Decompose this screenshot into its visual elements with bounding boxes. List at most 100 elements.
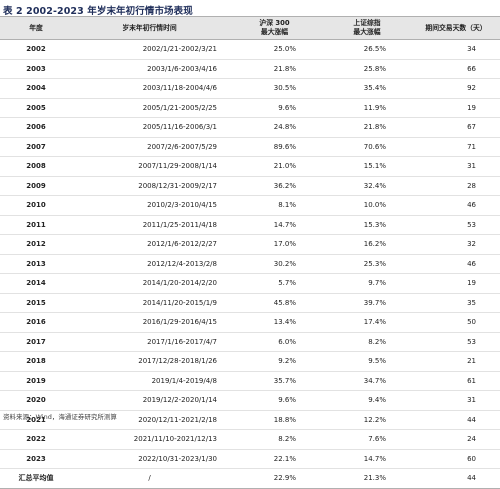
cell-period: 2007/2/6-2007/5/29 [72,137,227,157]
cell-sh-gain: 12.2% [322,410,412,430]
cell-sh-gain: 70.6% [322,137,412,157]
cell-period: 2019/12/2-2020/1/14 [72,390,227,411]
header-days: 期间交易天数（天） [412,16,500,40]
cell-hs300-gain: 13.4% [227,312,322,333]
cell-sh-gain: 7.6% [322,429,412,450]
cell-period: 2003/11/18-2004/4/6 [72,78,227,99]
header-sh: 上证综指 最大涨幅 [322,16,412,40]
cell-period: 2012/12/4-2013/2/8 [72,254,227,274]
cell-sh-gain: 14.7% [322,449,412,469]
cell-period: 2016/1/29-2016/4/15 [72,312,227,333]
table-row: 2018 2017/12/28-2018/1/26 9.2% 9.5% 21 [0,351,500,372]
cell-period: 2022/10/31-2023/1/30 [72,449,227,469]
cell-year: 2023 [0,449,72,469]
cell-sh-gain: 9.5% [322,351,412,372]
cell-trading-days: 66 [412,59,500,79]
cell-trading-days: 53 [412,215,500,235]
table-row: 2014 2014/1/20-2014/2/20 5.7% 9.7% 19 [0,273,500,294]
cell-hs300-gain: 30.2% [227,254,322,274]
cell-hs300-gain: 89.6% [227,137,322,157]
table-title: 表 2 2002-2023 年岁末年初行情市场表现 [3,6,193,17]
cell-trading-days: 19 [412,98,500,118]
cell-year: 2014 [0,273,72,294]
cell-sh-gain: 34.7% [322,371,412,391]
cell-period: 2008/12/31-2009/2/17 [72,176,227,196]
cell-period: 2014/11/20-2015/1/9 [72,293,227,313]
cell-hs300-gain: 18.8% [227,410,322,430]
cell-hs300-gain: 30.5% [227,78,322,99]
cell-hs300-gain: 45.8% [227,293,322,313]
cell-hs300-gain: 6.0% [227,332,322,352]
average-row: 汇总平均值/22.9% 21.3% 44 [0,468,500,489]
cell-year: 2005 [0,98,72,118]
table-row: 2003 2003/1/6-2003/4/16 21.8% 25.8% 66 [0,59,500,79]
cell-hs300-gain: 5.7% [227,273,322,294]
cell-hs300-gain: 25.0% [227,39,322,60]
cell-period: 2019/1/4-2019/4/8 [72,371,227,391]
cell-trading-days: 21 [412,351,500,372]
cell-period: 2007/11/29-2008/1/14 [72,156,227,177]
table-row: 2022 2021/11/10-2021/12/13 8.2% 7.6% 24 [0,429,500,450]
cell-sh-gain: 25.3% [322,254,412,274]
cell-year: 2013 [0,254,72,274]
cell-trading-days: 32 [412,234,500,255]
cell-sh-gain: 39.7% [322,293,412,313]
source-note: 资料来源：Wind，海通证券研究所测算 [3,413,117,421]
cell-year: 2002 [0,39,72,60]
table-row: 2008 2007/11/29-2008/1/14 21.0% 15.1% 31 [0,156,500,177]
header-year: 年度 [0,16,72,40]
cell-sh-gain: 9.4% [322,390,412,411]
table-row: 2009 2008/12/31-2009/2/17 36.2% 32.4% 28 [0,176,500,196]
cell-sh-gain: 17.4% [322,312,412,333]
cell-hs300-gain: 8.1% [227,195,322,216]
table-row: 2015 2014/11/20-2015/1/9 45.8% 39.7% 35 [0,293,500,313]
cell-year: 2008 [0,156,72,177]
cell-year: 2007 [0,137,72,157]
cell-trading-days: 71 [412,137,500,157]
table-row: 2013 2012/12/4-2013/2/8 30.2% 25.3% 46 [0,254,500,274]
cell-period: 2011/1/25-2011/4/18 [72,215,227,235]
header-sh-line1: 上证综指 [353,19,381,27]
cell-hs300-gain: 9.2% [227,351,322,372]
cell-trading-days: 44 [412,468,500,489]
header-hs300: 沪深 300 最大涨幅 [227,16,322,40]
cell-year: 2004 [0,78,72,99]
cell-year: 2010 [0,195,72,216]
cell-period: 2014/1/20-2014/2/20 [72,273,227,294]
header-hs300-line1: 沪深 300 [259,19,290,27]
cell-trading-days: 46 [412,195,500,216]
table-row: 2012 2012/1/6-2012/2/27 17.0% 16.2% 32 [0,234,500,255]
cell-period: 2021/11/10-2021/12/13 [72,429,227,450]
cell-year: 汇总平均值 [0,468,72,489]
table-row: 2004 2003/11/18-2004/4/6 30.5% 35.4% 92 [0,78,500,99]
cell-sh-gain: 16.2% [322,234,412,255]
table-row: 2007 2007/2/6-2007/5/29 89.6% 70.6% 71 [0,137,500,157]
cell-sh-gain: 21.3% [322,468,412,489]
cell-sh-gain: 35.4% [322,78,412,99]
cell-period: / [72,468,227,489]
cell-period: 2017/1/16-2017/4/7 [72,332,227,352]
cell-year: 2022 [0,429,72,450]
cell-hs300-gain: 9.6% [227,98,322,118]
cell-trading-days: 67 [412,117,500,138]
cell-trading-days: 19 [412,273,500,294]
cell-hs300-gain: 24.8% [227,117,322,138]
cell-trading-days: 35 [412,293,500,313]
cell-year: 2017 [0,332,72,352]
cell-trading-days: 92 [412,78,500,99]
table-row: 2002 2002/1/21-2002/3/21 25.0% 26.5% 34 [0,39,500,60]
cell-trading-days: 24 [412,429,500,450]
cell-period: 2012/1/6-2012/2/27 [72,234,227,255]
cell-year: 2016 [0,312,72,333]
cell-trading-days: 44 [412,410,500,430]
cell-year: 2003 [0,59,72,79]
cell-trading-days: 31 [412,156,500,177]
cell-hs300-gain: 8.2% [227,429,322,450]
cell-trading-days: 34 [412,39,500,60]
table-row: 2019 2019/1/4-2019/4/8 35.7% 34.7% 61 [0,371,500,391]
cell-period: 2010/2/3-2010/4/15 [72,195,227,216]
header-period: 岁末年初行情时间 [72,16,227,40]
cell-hs300-gain: 22.9% [227,468,322,489]
cell-trading-days: 53 [412,332,500,352]
cell-hs300-gain: 14.7% [227,215,322,235]
